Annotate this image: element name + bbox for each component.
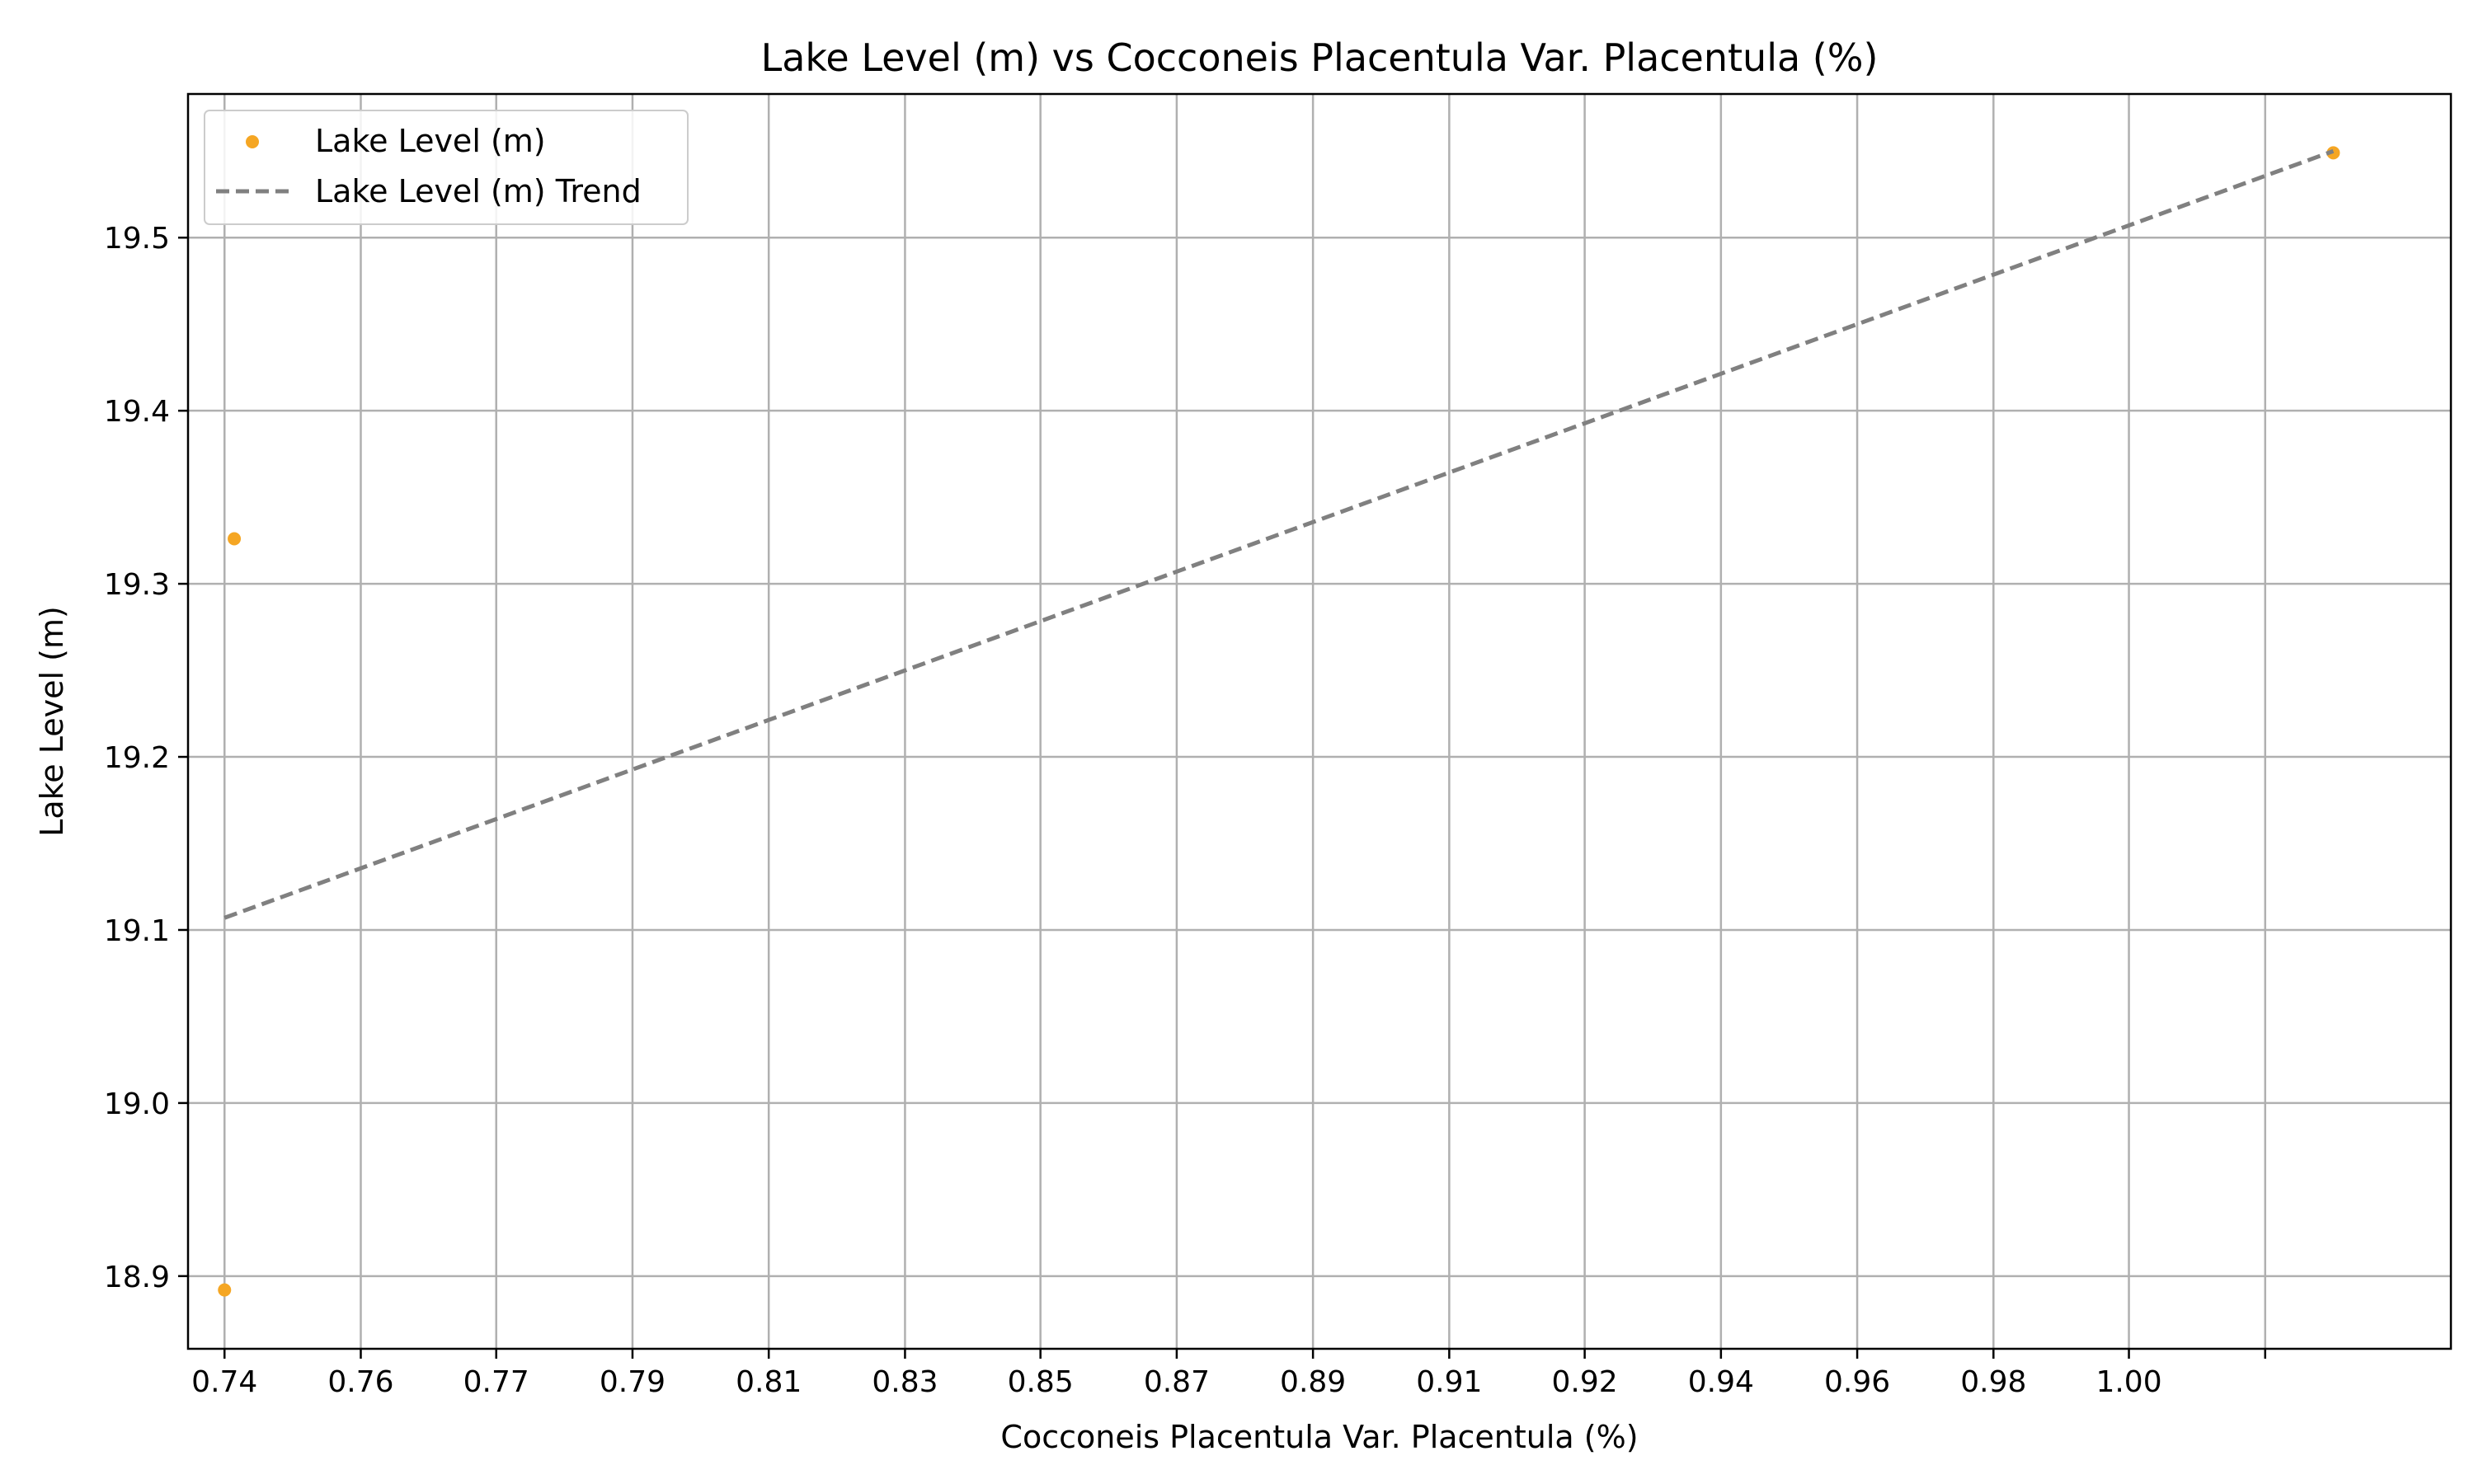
y-tick-label: 18.9 bbox=[104, 1261, 170, 1294]
x-tick-label: 0.83 bbox=[872, 1365, 938, 1399]
plot-frame bbox=[186, 92, 2453, 1350]
y-tick-label: 19.1 bbox=[104, 914, 170, 948]
y-tick-label: 19.3 bbox=[104, 568, 170, 602]
y-tick-label: 19.4 bbox=[104, 395, 170, 429]
y-tick-label: 19.2 bbox=[104, 741, 170, 775]
x-tick-label: 0.89 bbox=[1280, 1365, 1346, 1399]
x-tick-label: 0.85 bbox=[1008, 1365, 1074, 1399]
legend-label-lake-level: Lake Level (m) bbox=[315, 123, 546, 159]
x-tick-label: 0.94 bbox=[1688, 1365, 1754, 1399]
chart-title: Lake Level (m) vs Cocconeis Placentula V… bbox=[761, 35, 1879, 80]
series-layer bbox=[218, 146, 2340, 1297]
x-tick-label: 0.91 bbox=[1416, 1365, 1482, 1399]
x-tick-label: 0.74 bbox=[191, 1365, 257, 1399]
grid-lines bbox=[188, 94, 2451, 1349]
x-axis: 0.74 0.76 0.77 0.79 0.81 0.83 0.85 0.87 0.89 0.91… bbox=[191, 1349, 2267, 1399]
x-tick-label: 0.98 bbox=[1960, 1365, 2026, 1399]
x-tick-label: 0.92 bbox=[1552, 1365, 1618, 1399]
x-tick-label: 1.00 bbox=[2095, 1365, 2161, 1399]
data-point bbox=[218, 1283, 232, 1297]
legend-label-trend: Lake Level (m) Trend bbox=[315, 173, 642, 209]
data-point bbox=[228, 532, 242, 546]
y-axis: 18.9 19.0 19.1 19.2 19.3 19.4 19.5 bbox=[104, 222, 188, 1294]
x-tick-label: 0.79 bbox=[600, 1365, 666, 1399]
x-tick-label: 0.77 bbox=[463, 1365, 529, 1399]
legend-box bbox=[204, 110, 689, 225]
x-tick-label: 0.76 bbox=[327, 1365, 393, 1399]
y-tick-label: 19.5 bbox=[104, 222, 170, 256]
trend-line bbox=[223, 148, 2335, 920]
y-tick-label: 19.0 bbox=[104, 1087, 170, 1121]
x-tick-label: 0.87 bbox=[1144, 1365, 1210, 1399]
x-axis-label: Cocconeis Placentula Var. Placentula (%) bbox=[1000, 1419, 1638, 1455]
legend-scatter-marker bbox=[246, 135, 259, 148]
y-axis-label: Lake Level (m) bbox=[34, 606, 70, 837]
legend: Lake Level (m) Lake Level (m) Trend bbox=[204, 110, 689, 225]
x-tick-label: 0.96 bbox=[1824, 1365, 1890, 1399]
x-tick-label: 0.81 bbox=[736, 1365, 802, 1399]
